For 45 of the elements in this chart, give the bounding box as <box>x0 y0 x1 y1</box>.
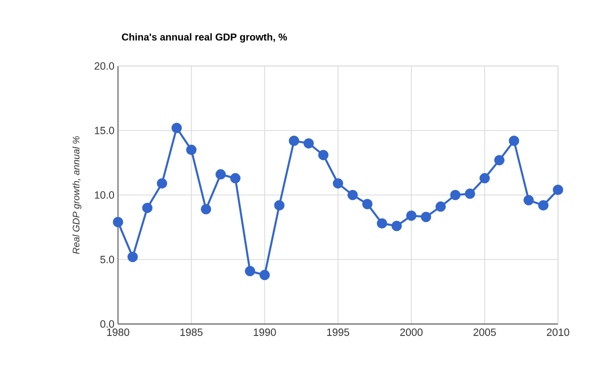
point <box>186 144 197 156</box>
point <box>420 212 432 222</box>
y-tick-label: 10.0 <box>94 191 114 199</box>
point <box>464 188 476 199</box>
point <box>156 178 168 189</box>
point <box>362 198 373 210</box>
x-tick-label: 2010 <box>546 328 570 336</box>
point <box>318 150 329 160</box>
point <box>391 220 402 232</box>
point <box>112 216 124 228</box>
y-tick-label: 15.0 <box>94 126 114 134</box>
x-tick-label: 1995 <box>327 328 350 336</box>
point <box>508 136 520 146</box>
x-tick-label: 1990 <box>254 328 276 336</box>
chart-title: China's annual real GDP growth, % <box>122 33 287 43</box>
x-tick-label: 1980 <box>107 328 130 336</box>
point <box>435 201 446 212</box>
point <box>200 204 212 214</box>
point <box>230 173 241 184</box>
y-tick-label: 20.0 <box>94 62 114 70</box>
point <box>142 202 153 214</box>
y-tick-label: 0.0 <box>100 320 114 328</box>
point <box>127 252 138 262</box>
x-tick-label: 2005 <box>474 328 496 336</box>
point <box>215 169 226 180</box>
point <box>332 178 344 189</box>
point <box>274 200 285 211</box>
point <box>171 122 182 134</box>
point <box>450 190 461 200</box>
point <box>479 173 490 184</box>
y-axis-title: Real GDP growth, annual % <box>72 136 82 254</box>
x-tick-label: 1985 <box>180 328 203 336</box>
point <box>552 184 564 196</box>
point <box>288 136 300 146</box>
point <box>303 138 314 149</box>
point <box>538 200 549 211</box>
x-tick-label: 2000 <box>400 328 423 336</box>
point <box>244 266 256 276</box>
point <box>347 190 358 200</box>
point <box>406 210 417 221</box>
point <box>376 218 388 229</box>
point <box>523 194 534 206</box>
point <box>494 154 505 166</box>
point <box>259 270 270 280</box>
y-tick-label: 5.0 <box>100 256 114 264</box>
